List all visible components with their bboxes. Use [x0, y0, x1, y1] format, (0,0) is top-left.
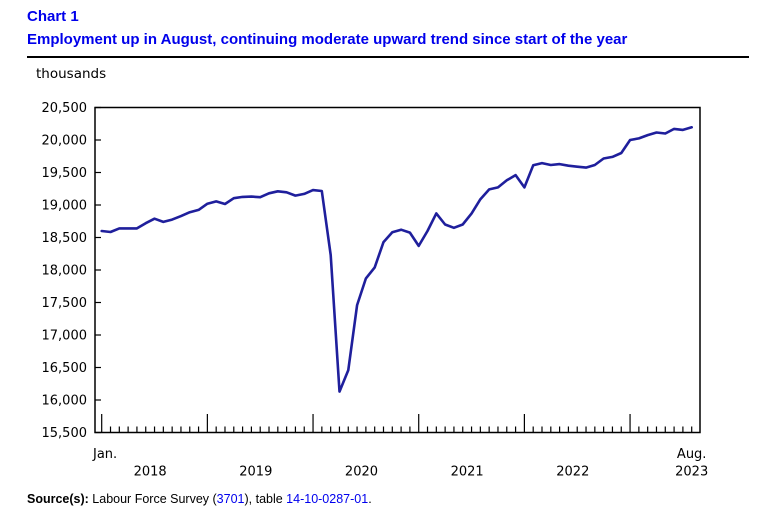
y-tick-label: 20,500 [42, 101, 88, 116]
x-year-label: 2022 [556, 465, 589, 480]
source-text-suffix: . [368, 492, 372, 506]
source-table-link[interactable]: 14-10-0287-01 [286, 492, 369, 506]
x-year-label: 2018 [134, 465, 167, 480]
x-year-label: 2019 [239, 465, 272, 480]
chart-number: Chart 1 [27, 8, 79, 25]
y-tick-label: 16,500 [42, 361, 88, 376]
x-year-label: 2021 [451, 465, 484, 480]
employment-series-line [100, 126, 694, 393]
source-text-mid: ), table [244, 492, 287, 506]
y-tick-label: 19,000 [42, 199, 88, 214]
y-tick-label: 20,000 [42, 134, 88, 149]
title-divider [27, 56, 749, 58]
y-tick-label: 17,500 [42, 296, 88, 311]
source-text-pre: Labour Force Survey ( [88, 492, 217, 506]
y-tick-label: 15,500 [42, 426, 88, 441]
y-tick-label: 16,000 [42, 394, 88, 409]
x-year-label: 2020 [345, 465, 378, 480]
y-tick-label: 19,500 [42, 166, 88, 181]
y-tick-label: 17,000 [42, 329, 88, 344]
x-year-label: 2023 [675, 465, 708, 480]
y-axis-unit-label: thousands [36, 66, 107, 82]
y-tick-label: 18,500 [42, 231, 88, 246]
x-end-month-label: Aug. [677, 447, 707, 462]
source-survey-link[interactable]: 3701 [216, 492, 245, 506]
y-tick-label: 18,000 [42, 264, 88, 279]
source-label: Source(s): [27, 492, 89, 506]
source-note: Source(s): Labour Force Survey (3701), t… [27, 492, 372, 506]
chart-title: Employment up in August, continuing mode… [27, 31, 628, 48]
x-start-month-label: Jan. [92, 447, 117, 462]
